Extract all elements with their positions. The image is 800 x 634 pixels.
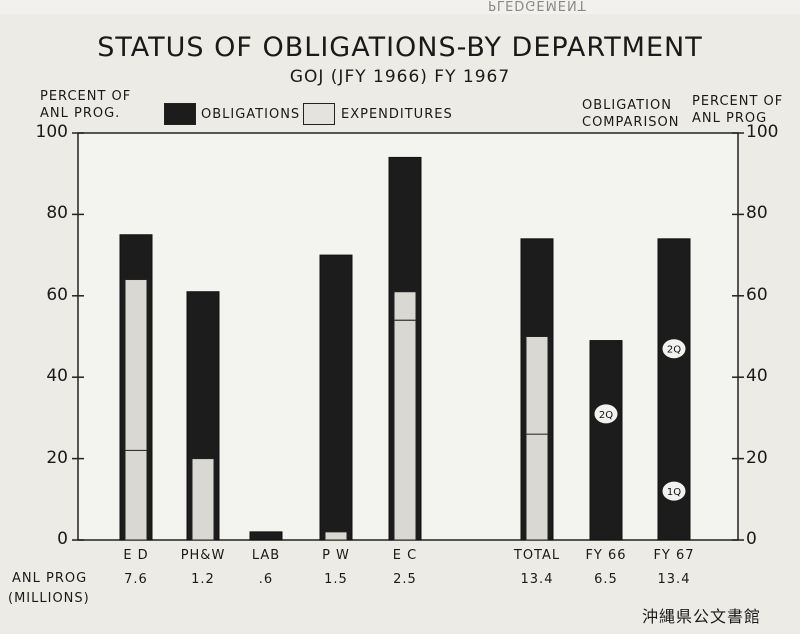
left-tick-label-60: 60 [46,284,68,305]
chart-title: STATUS OF OBLIGATIONS-BY DEPARTMENT [97,32,703,63]
left-tick-label-0: 0 [57,529,68,549]
expenditures-bar-0 [124,279,148,541]
category-label-1: PH&W [180,548,226,563]
obligations-bar-6 [589,340,623,541]
quarter-badge-2 [662,481,686,501]
obligation-comparison-heading: OBLIGATION COMPARISON [582,98,680,130]
left-tick-label-100: 100 [35,122,68,142]
expenditures-bar-1 [191,458,215,541]
expenditures-bar-5 [525,336,549,541]
top-paper-strip [0,0,800,14]
left-tick-label-80: 80 [46,203,68,224]
category-label-0: E D [123,548,149,563]
quarter-badge-0 [594,404,618,424]
right-tick-label-40: 40 [746,366,768,387]
left-axis-title: PERCENT OF ANL PROG. [40,89,132,121]
chart-subtitle: GOJ (JFY 1966) FY 1967 [289,67,511,87]
left-tick-label-40: 40 [46,366,68,387]
anl-prog-value-7: 13.4 [657,572,691,587]
right-tick-label-80: 80 [746,203,768,224]
legend-label-expenditures: EXPENDITURES [341,107,453,122]
category-label-5: TOTAL [513,548,561,563]
expenditures-bar-4 [393,291,417,541]
right-tick-label-0: 0 [746,529,757,549]
archive-stamp: 沖縄県公文書館 [642,607,762,626]
quarter-badge-label-0: 2Q [599,410,613,421]
category-label-3: P W [322,548,350,563]
obligations-bar-2 [249,531,283,541]
right-axis-title: PERCENT OF ANL PROG [692,94,784,126]
legend-label-obligations: OBLIGATIONS [201,107,301,122]
category-label-7: FY 67 [653,548,695,563]
row-label-anl-prog: ANL PROG [12,571,88,586]
anl-prog-value-4: 2.5 [393,572,417,587]
quarter-badge-1 [662,339,686,359]
legend-swatch-expenditures [303,103,335,125]
quarter-badge-label-1: 2Q [667,345,681,356]
anl-prog-value-0: 7.6 [124,572,148,587]
legend-swatch-obligations [164,103,196,125]
expenditures-bar-3 [324,531,348,541]
category-label-2: LAB [251,548,281,563]
row-label-millions: (MILLIONS) [8,591,90,606]
left-tick-label-20: 20 [46,447,68,468]
category-label-6: FY 66 [585,548,627,563]
right-tick-label-60: 60 [746,284,768,305]
anl-prog-value-6: 6.5 [594,572,618,587]
anl-prog-value-2: .6 [258,572,274,587]
right-tick-label-20: 20 [746,447,768,468]
quarter-badge-label-2: 1Q [667,487,681,498]
anl-prog-value-1: 1.2 [191,572,215,587]
category-label-4: E C [392,548,418,563]
anl-prog-value-3: 1.5 [324,572,348,587]
right-tick-label-100: 100 [746,122,779,142]
anl-prog-value-5: 13.4 [520,572,554,587]
obligations-bar-3 [319,254,353,541]
